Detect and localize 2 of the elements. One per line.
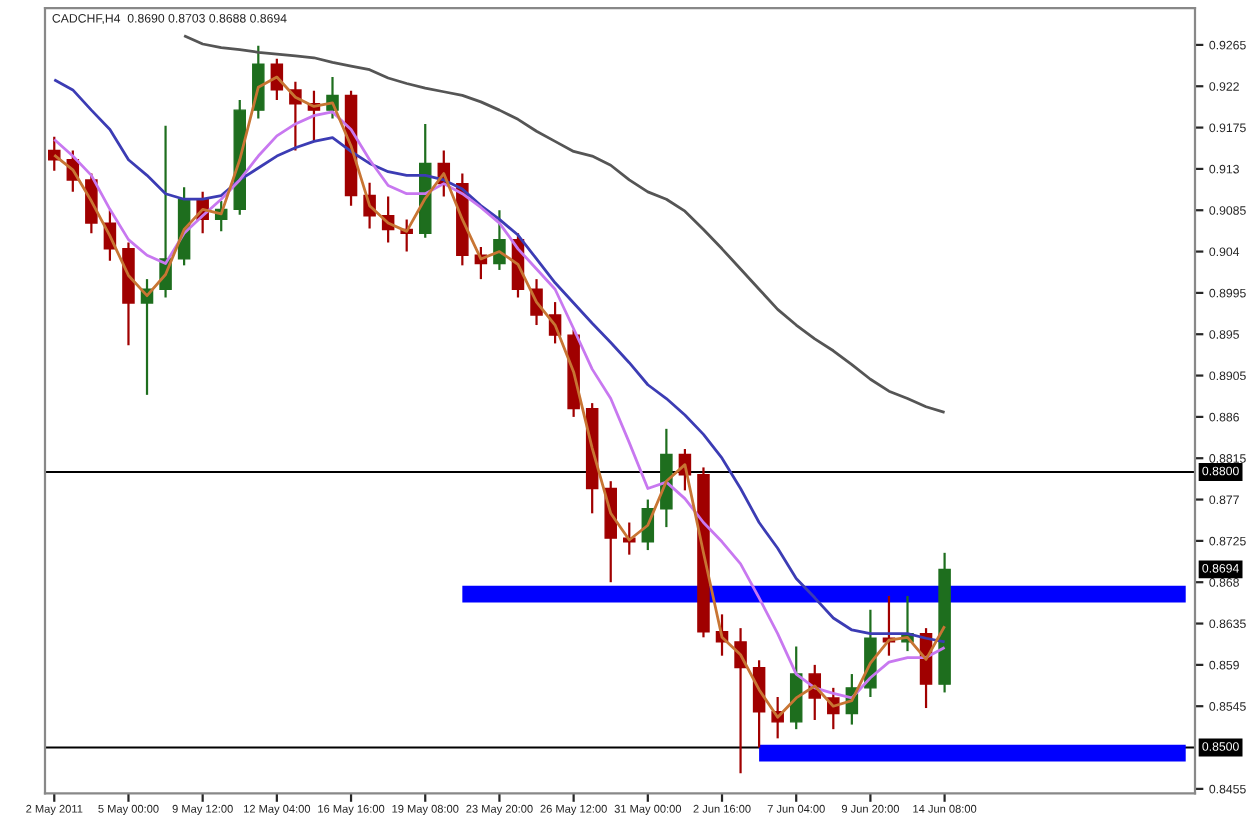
line-series (182, 34, 946, 414)
candlestick (493, 209, 506, 272)
